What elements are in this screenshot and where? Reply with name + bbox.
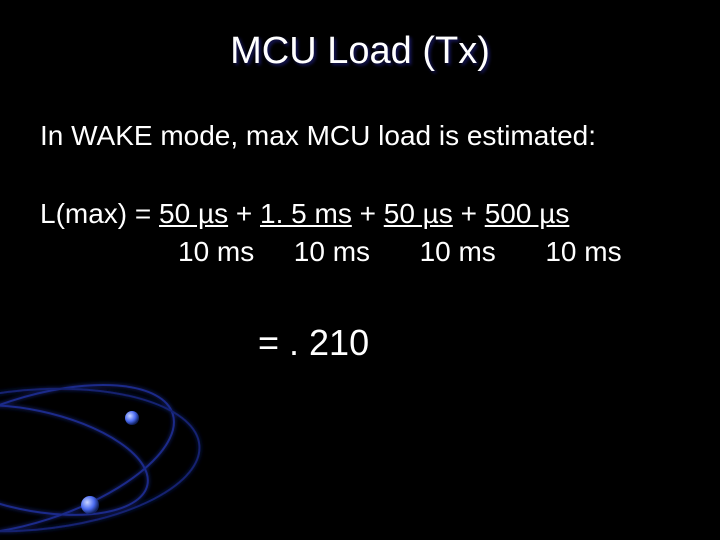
formula-denominator-line: 10 ms 10 ms 10 ms 10 ms	[40, 233, 680, 271]
formula-term-1: 50 µs	[159, 198, 228, 229]
denom-2: 10 ms	[294, 233, 412, 271]
plus-2: +	[352, 198, 384, 229]
formula-term-4: 500 µs	[485, 198, 570, 229]
denom-4: 10 ms	[545, 233, 621, 271]
formula-numerator-line: L(max) = 50 µs + 1. 5 ms + 50 µs + 500 µ…	[40, 195, 680, 233]
formula-term-2: 1. 5 ms	[260, 198, 352, 229]
formula-block: L(max) = 50 µs + 1. 5 ms + 50 µs + 500 µ…	[40, 195, 680, 271]
denom-3: 10 ms	[420, 233, 538, 271]
plus-3: +	[453, 198, 485, 229]
formula-term-3: 50 µs	[384, 198, 453, 229]
plus-1: +	[228, 198, 260, 229]
formula-lhs: L(max) =	[40, 198, 159, 229]
slide-title: MCU Load (Tx)	[40, 30, 680, 73]
denom-1: 10 ms	[178, 233, 286, 271]
slide: MCU Load (Tx) In WAKE mode, max MCU load…	[0, 0, 720, 540]
intro-text: In WAKE mode, max MCU load is estimated:	[40, 117, 680, 155]
result-text: = . 210	[40, 322, 680, 364]
